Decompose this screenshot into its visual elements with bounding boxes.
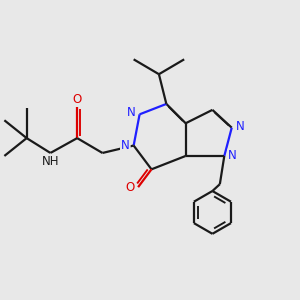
Text: NH: NH — [42, 155, 59, 168]
Text: N: N — [121, 139, 130, 152]
Text: O: O — [73, 93, 82, 106]
Text: N: N — [127, 106, 136, 119]
Text: O: O — [125, 181, 134, 194]
Text: N: N — [228, 149, 237, 162]
Text: N: N — [236, 120, 244, 133]
